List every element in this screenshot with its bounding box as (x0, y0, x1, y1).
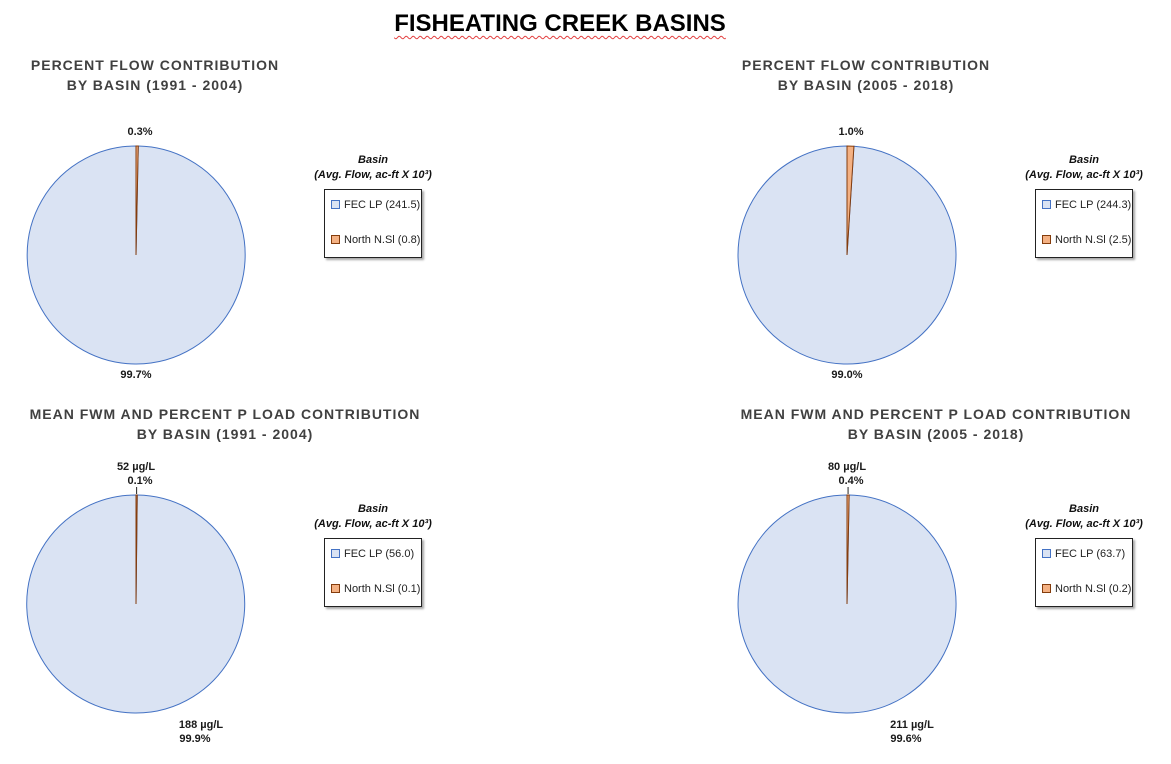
legend-item-north-nsl: North N.Sl (0.2) (1042, 582, 1131, 596)
legend-swatch (1042, 548, 1051, 558)
legend: FEC LP (56.0) North N.Sl (0.1) (324, 538, 422, 607)
legend: FEC LP (241.5) North N.Sl (0.8) (324, 189, 422, 258)
legend-item-fec-lp: FEC LP (56.0) (331, 547, 414, 561)
page-title: FISHEATING CREEK BASINS (394, 10, 726, 37)
data-label-north-fwm: 52 µg/L (117, 461, 155, 473)
chart-title: MEAN FWM AND PERCENT P LOAD CONTRIBUTION… (29, 406, 421, 442)
legend: FEC LP (63.7) North N.Sl (0.2) (1035, 538, 1133, 607)
data-label-north-percent: 0.4% (838, 475, 863, 487)
legend-title: Basin (Avg. Flow, ac-ft X 10³) (314, 503, 432, 530)
legend-swatch (1042, 199, 1051, 209)
data-label-fec-percent: 99.6% (890, 733, 921, 745)
chart-panel-pload-2005-2018: MEAN FWM AND PERCENT P LOAD CONTRIBUTION… (711, 404, 1171, 764)
legend-swatch (1042, 234, 1051, 244)
data-label-fec-fwm: 188 µg/L (179, 719, 224, 731)
pie-slice-north-nsl (135, 145, 139, 256)
legend-swatch (331, 199, 340, 209)
pie-chart: 0.3% 99.7% (26, 126, 246, 381)
data-label-fec-percent: 99.0% (831, 369, 862, 381)
legend: FEC LP (244.3) North N.Sl (2.5) (1035, 189, 1133, 258)
legend-swatch (331, 234, 340, 244)
data-label-north-percent: 0.3% (127, 126, 152, 138)
legend-title: Basin (Avg. Flow, ac-ft X 10³) (314, 154, 432, 181)
pie-chart: 80 µg/L 0.4% 211 µg/L 99.6% (737, 461, 957, 745)
pie-slice-north-nsl (135, 494, 138, 605)
data-label-north-percent: 1.0% (838, 126, 863, 138)
legend-item-fec-lp: FEC LP (244.3) (1042, 198, 1131, 212)
pie-chart: 1.0% 99.0% (737, 126, 957, 381)
chart-title: PERCENT FLOW CONTRIBUTION BY BASIN (1991… (30, 57, 280, 93)
data-label-fec-percent: 99.9% (179, 733, 210, 745)
legend-item-north-nsl: North N.Sl (0.8) (331, 233, 420, 247)
pie-slice-north-nsl (846, 494, 850, 605)
legend-item-fec-lp: FEC LP (63.7) (1042, 547, 1125, 561)
chart-title: MEAN FWM AND PERCENT P LOAD CONTRIBUTION… (740, 406, 1132, 442)
legend-title: Basin (Avg. Flow, ac-ft X 10³) (1025, 154, 1143, 181)
chart-title: PERCENT FLOW CONTRIBUTION BY BASIN (2005… (741, 57, 991, 93)
legend-swatch (331, 548, 340, 558)
chart-panel-flow-1991-2004: PERCENT FLOW CONTRIBUTION BY BASIN (1991… (0, 55, 560, 415)
pie-slice-north-nsl (846, 145, 855, 256)
legend-item-north-nsl: North N.Sl (2.5) (1042, 233, 1131, 247)
data-label-fec-fwm: 211 µg/L (890, 719, 934, 731)
pie-chart: 52 µg/L 0.1% 188 µg/L 99.9% (26, 461, 246, 745)
legend-swatch (331, 583, 340, 593)
legend-item-fec-lp: FEC LP (241.5) (331, 198, 420, 212)
data-label-fec-percent: 99.7% (120, 369, 151, 381)
legend-item-north-nsl: North N.Sl (0.1) (331, 582, 420, 596)
chart-panel-pload-1991-2004: MEAN FWM AND PERCENT P LOAD CONTRIBUTION… (0, 404, 560, 764)
data-label-north-fwm: 80 µg/L (828, 461, 866, 473)
legend-swatch (1042, 583, 1051, 593)
legend-title: Basin (Avg. Flow, ac-ft X 10³) (1025, 503, 1143, 530)
chart-panel-flow-2005-2018: PERCENT FLOW CONTRIBUTION BY BASIN (2005… (711, 55, 1171, 415)
data-label-north-percent: 0.1% (127, 475, 152, 487)
